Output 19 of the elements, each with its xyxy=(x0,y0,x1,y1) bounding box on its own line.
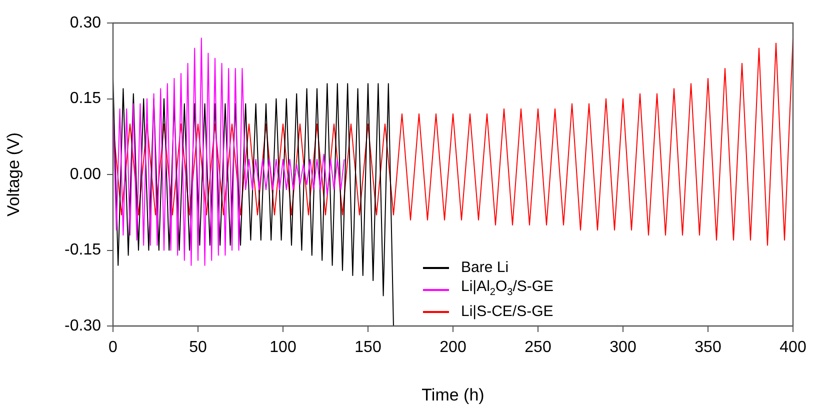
x-tick-label: 400 xyxy=(780,339,806,356)
x-tick-label: 250 xyxy=(524,339,552,356)
legend-label: Li|S-CE/S-GE xyxy=(461,302,554,321)
x-tick-label: 150 xyxy=(354,339,382,356)
y-tick-label: -0.30 xyxy=(64,317,102,334)
x-tick-label: 200 xyxy=(440,339,466,356)
x-axis-title: Time (h) xyxy=(422,385,484,404)
legend-label: Li|Al$_{2}$O$_{3}$/S-GE xyxy=(461,277,554,300)
x-tick-label: 100 xyxy=(270,339,296,356)
y-tick-label: 0.15 xyxy=(70,90,102,108)
x-tick-label: 50 xyxy=(189,339,207,356)
y-tick-label: 0.30 xyxy=(70,14,102,32)
y-tick-label: -0.15 xyxy=(64,242,102,259)
x-tick-label: 350 xyxy=(694,339,722,356)
y-tick-label: 0.00 xyxy=(70,166,102,183)
x-tick-label: 0 xyxy=(108,339,118,356)
legend-label: Bare Li xyxy=(461,258,509,277)
y-axis-title: Voltage (V) xyxy=(4,132,23,217)
x-tick-label: 300 xyxy=(610,339,636,356)
